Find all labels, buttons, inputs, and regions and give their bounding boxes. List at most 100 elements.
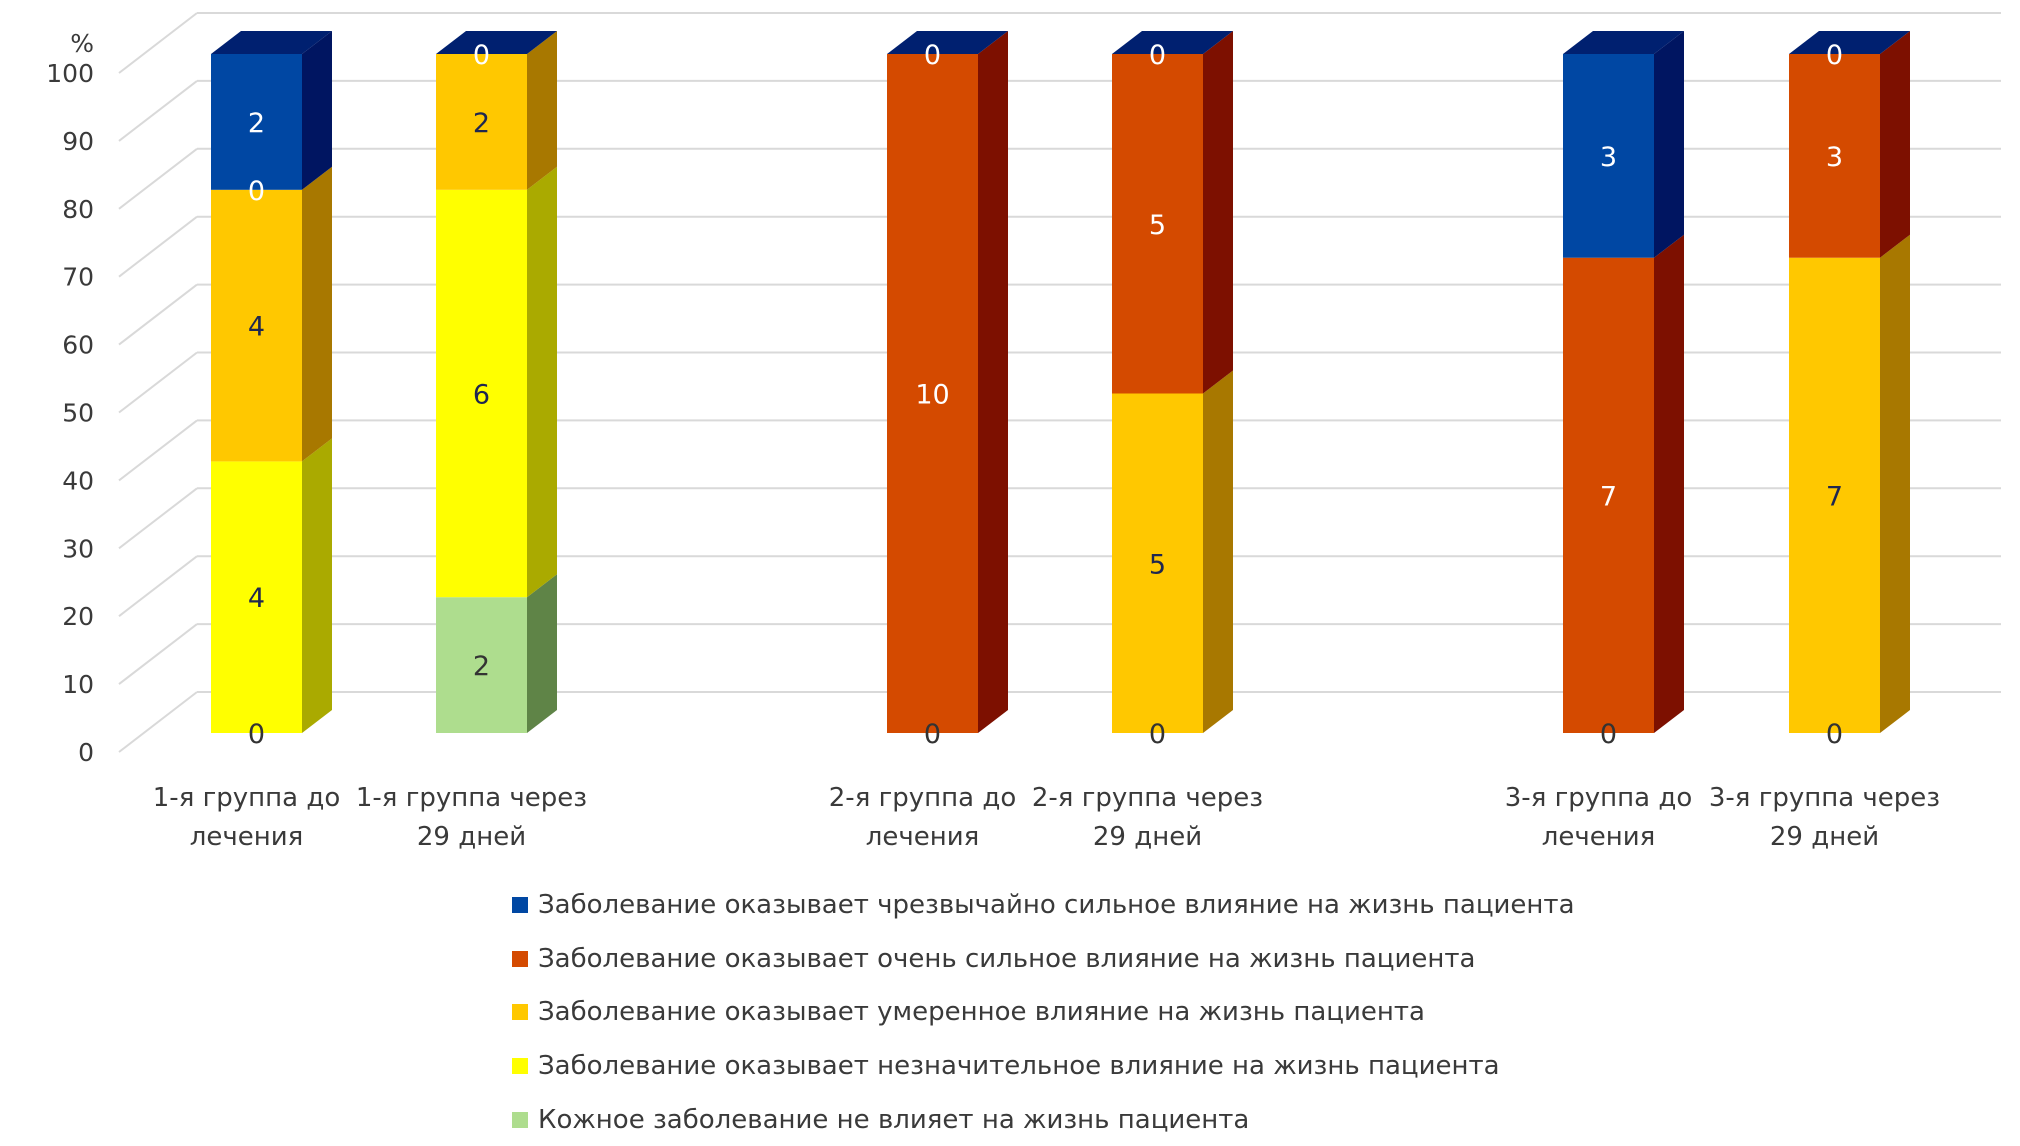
bar-segment-front bbox=[211, 54, 302, 190]
bar-segment-front bbox=[1112, 54, 1203, 394]
bar-segment-side bbox=[1654, 234, 1684, 733]
data-label: 0 bbox=[924, 40, 941, 71]
gridline-diagonal bbox=[118, 283, 198, 346]
legend-item: Заболевание оказывает умеренное влияние … bbox=[512, 985, 1575, 1039]
data-label: 0 bbox=[1149, 40, 1166, 71]
gridline-diagonal bbox=[118, 80, 198, 142]
legend-item: Заболевание оказывает очень сильное влия… bbox=[512, 932, 1575, 986]
y-tick-label: 20 bbox=[62, 602, 94, 631]
category-labels: 1-я группа до лечения 1-я группа через 29 д… bbox=[153, 783, 1940, 852]
bar-segment-side bbox=[1880, 31, 1910, 258]
gridline-diagonal bbox=[118, 351, 198, 414]
data-label: 2 bbox=[248, 108, 265, 139]
y-axis-ticks: 0 10 20 30 40 50 60 70 80 90 100 bbox=[46, 59, 94, 767]
legend-label: Заболевание оказывает очень сильное влия… bbox=[538, 943, 1476, 974]
bar-segment-side bbox=[1203, 370, 1233, 733]
y-tick-label: 30 bbox=[62, 534, 94, 563]
data-label: 0 bbox=[1826, 719, 1843, 750]
bars bbox=[211, 31, 1910, 733]
category-label: лечения bbox=[190, 822, 304, 852]
data-label: 0 bbox=[248, 176, 265, 207]
bar-segment-side bbox=[1654, 31, 1684, 258]
data-label: 0 bbox=[1826, 40, 1843, 71]
bar-stack bbox=[1112, 31, 1233, 733]
data-label: 2 bbox=[473, 651, 490, 682]
legend-item: Кожное заболевание не влияет на жизнь па… bbox=[512, 1093, 1575, 1146]
data-label: 0 bbox=[473, 40, 490, 71]
bar-segment-front bbox=[436, 54, 527, 190]
legend-swatch bbox=[512, 1111, 528, 1128]
legend-swatch bbox=[512, 950, 528, 967]
bar-segment-front bbox=[1789, 257, 1880, 733]
data-labels: 0 4 4 0 2 2 6 2 0 0 10 0 0 5 5 0 0 7 3 0 7 3 0 bbox=[248, 40, 1843, 750]
bar-stack bbox=[1789, 31, 1910, 733]
bar-segment-front bbox=[1789, 54, 1880, 258]
y-tick-label: 50 bbox=[62, 399, 94, 428]
bar-segment-side bbox=[302, 438, 332, 733]
category-label: лечения bbox=[1542, 822, 1656, 852]
data-label: 7 bbox=[1600, 481, 1617, 512]
y-axis-label: % bbox=[70, 29, 94, 58]
bar-segment-side bbox=[527, 31, 557, 190]
bar-segment-side bbox=[527, 574, 557, 733]
legend-swatch bbox=[512, 1004, 528, 1021]
data-label: 7 bbox=[1826, 481, 1843, 512]
bar-segment-front bbox=[1563, 257, 1654, 733]
bar-segment-front bbox=[1112, 393, 1203, 733]
legend: Заболевание оказывает чрезвычайно сильно… bbox=[512, 878, 1575, 1146]
data-label: 0 bbox=[248, 719, 265, 750]
bar-top-face bbox=[887, 31, 1008, 54]
legend-item: Заболевание оказывает незначительное вли… bbox=[512, 1039, 1575, 1093]
bar-top-face bbox=[1112, 31, 1233, 54]
gridline-diagonal bbox=[118, 691, 198, 753]
category-label: 29 дней bbox=[417, 822, 526, 852]
gridline-diagonal bbox=[118, 487, 198, 550]
bar-top-face bbox=[436, 31, 557, 54]
bar-segment-side bbox=[1880, 234, 1910, 733]
category-label: 1-я группа через bbox=[356, 783, 587, 813]
data-label: 0 bbox=[1600, 719, 1617, 750]
bar-stack bbox=[887, 31, 1008, 733]
y-tick-label: 10 bbox=[62, 670, 94, 699]
bar-segment-front bbox=[211, 189, 302, 462]
bar-segment-front bbox=[1563, 54, 1654, 258]
data-label: 10 bbox=[915, 380, 949, 411]
data-label: 6 bbox=[473, 380, 490, 411]
data-label: 0 bbox=[1149, 719, 1166, 750]
data-label: 2 bbox=[473, 108, 490, 139]
category-label: 2-я группа до bbox=[829, 783, 1016, 813]
bar-segment-side bbox=[527, 166, 557, 598]
category-label: 2-я группа через bbox=[1032, 783, 1263, 813]
bar-segment-side bbox=[302, 166, 332, 462]
legend-swatch bbox=[512, 1057, 528, 1074]
legend-label: Заболевание оказывает умеренное влияние … bbox=[538, 997, 1425, 1028]
legend-item: Заболевание оказывает чрезвычайно сильно… bbox=[512, 878, 1575, 932]
gridlines bbox=[118, 12, 2001, 753]
bar-segment-front bbox=[211, 461, 302, 733]
category-label: 1-я группа до bbox=[153, 783, 340, 813]
y-tick-label: 80 bbox=[62, 195, 94, 224]
y-tick-label: 70 bbox=[62, 263, 94, 292]
gridline-diagonal bbox=[118, 555, 198, 617]
legend-label: Заболевание оказывает незначительное вли… bbox=[538, 1050, 1500, 1081]
data-label: 0 bbox=[924, 719, 941, 750]
data-label: 4 bbox=[248, 312, 265, 343]
legend-label: Кожное заболевание не влияет на жизнь па… bbox=[538, 1104, 1250, 1135]
bar-stack bbox=[211, 31, 332, 733]
bar-segment-front bbox=[436, 189, 527, 598]
y-tick-label: 40 bbox=[62, 466, 94, 495]
y-tick-label: 100 bbox=[46, 59, 94, 88]
gridline-diagonal bbox=[118, 419, 198, 482]
legend-swatch bbox=[512, 896, 528, 913]
gridline-diagonal bbox=[118, 215, 198, 278]
category-label: 3-я группа через bbox=[1709, 783, 1940, 813]
category-label: 29 дней bbox=[1770, 822, 1879, 852]
bar-segment-side bbox=[978, 31, 1008, 733]
data-label: 3 bbox=[1826, 142, 1843, 173]
legend-label: Заболевание оказывает чрезвычайно сильно… bbox=[538, 889, 1575, 920]
data-label: 4 bbox=[248, 583, 265, 614]
y-tick-label: 0 bbox=[78, 738, 94, 767]
y-tick-label: 60 bbox=[62, 331, 94, 360]
bar-segment-front bbox=[436, 597, 527, 733]
